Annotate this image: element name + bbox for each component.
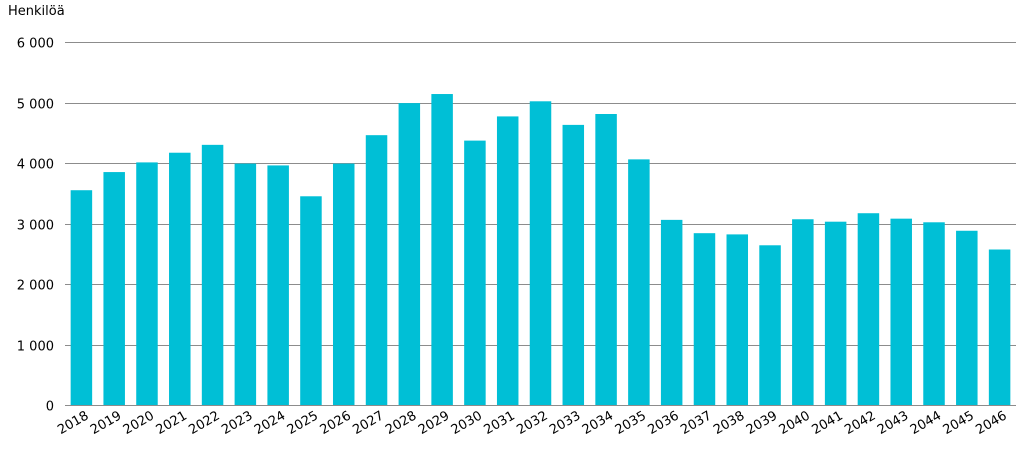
x-tick-label: 2045 xyxy=(941,408,977,438)
bar-2039 xyxy=(759,245,781,405)
y-tick-label: 4 000 xyxy=(17,158,54,173)
x-tick-label: 2030 xyxy=(449,408,485,438)
bar-2046 xyxy=(988,249,1011,405)
x-tick-label: 2043 xyxy=(875,408,911,438)
bar-2022 xyxy=(201,144,224,405)
x-tick-label: 2039 xyxy=(744,408,780,438)
bar-2038 xyxy=(726,234,749,405)
y-tick-label: 3 000 xyxy=(17,219,54,234)
x-tick-label: 2041 xyxy=(809,408,845,438)
bar-2024 xyxy=(267,165,289,405)
x-tick-label: 2023 xyxy=(219,408,255,438)
bars xyxy=(70,94,1011,406)
bar-2041 xyxy=(824,221,847,405)
y-axis-ticks: 0 1 000 2 000 3 000 4 000 5 000 6 000 xyxy=(17,37,54,415)
x-tick-label: 2025 xyxy=(285,408,321,438)
y-axis-unit-label: Henkilöä xyxy=(8,4,65,19)
bar-2032 xyxy=(529,101,552,405)
bar-2029 xyxy=(431,94,453,405)
bar-2034 xyxy=(595,114,617,405)
x-tick-label: 2036 xyxy=(646,408,682,438)
bar-2042 xyxy=(857,213,880,405)
bar-2026 xyxy=(332,163,355,405)
y-tick-label: 6 000 xyxy=(17,37,54,52)
x-tick-label: 2037 xyxy=(678,408,714,438)
y-tick-label: 5 000 xyxy=(17,98,54,113)
x-tick-label: 2033 xyxy=(547,408,583,438)
bar-2045 xyxy=(956,230,978,405)
bar-2020 xyxy=(136,162,158,405)
x-tick-label: 2031 xyxy=(482,408,518,438)
x-tick-label: 2046 xyxy=(973,408,1009,438)
bar-2028 xyxy=(398,103,421,406)
x-tick-label: 2042 xyxy=(842,408,878,438)
y-tick-label: 0 xyxy=(46,400,54,415)
x-tick-label: 2019 xyxy=(88,408,124,438)
x-tick-label: 2040 xyxy=(777,408,813,438)
bar-2035 xyxy=(628,159,650,405)
bar-2019 xyxy=(103,172,125,405)
x-tick-label: 2021 xyxy=(154,408,190,438)
bar-2025 xyxy=(300,196,322,405)
bar-2031 xyxy=(496,116,519,405)
x-tick-label: 2024 xyxy=(252,408,288,438)
x-axis-ticks: 2018201920202021202220232024202520262027… xyxy=(55,408,1009,438)
x-tick-label: 2044 xyxy=(908,408,944,438)
bar-2044 xyxy=(923,222,945,405)
x-tick-label: 2027 xyxy=(350,408,386,438)
x-tick-label: 2034 xyxy=(580,408,616,438)
bar-2040 xyxy=(792,219,814,405)
x-tick-label: 2032 xyxy=(514,408,550,438)
bar-2027 xyxy=(365,135,388,406)
x-tick-label: 2026 xyxy=(318,408,354,438)
bar-2037 xyxy=(693,233,716,405)
x-tick-label: 2035 xyxy=(613,408,649,438)
y-tick-label: 2 000 xyxy=(17,279,54,294)
bar-2043 xyxy=(890,218,912,405)
bar-2036 xyxy=(660,219,683,405)
x-tick-label: 2028 xyxy=(383,408,419,438)
x-tick-label: 2020 xyxy=(121,408,157,438)
x-tick-label: 2038 xyxy=(711,408,747,438)
y-tick-label: 1 000 xyxy=(17,340,54,355)
bar-2030 xyxy=(464,140,486,406)
bar-2018 xyxy=(70,190,93,405)
x-tick-label: 2022 xyxy=(186,408,222,438)
bar-2023 xyxy=(234,163,257,405)
x-tick-label: 2029 xyxy=(416,408,452,438)
x-tick-label: 2018 xyxy=(55,408,91,438)
bar-2033 xyxy=(562,124,585,405)
bar-2021 xyxy=(169,152,191,405)
